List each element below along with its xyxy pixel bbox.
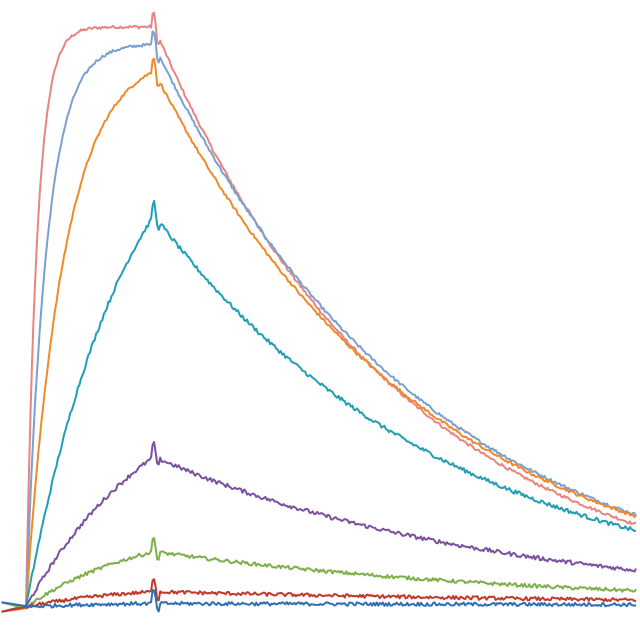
series-line-2 [1, 30, 637, 609]
series-line-4 [1, 200, 637, 609]
series-line-7 [1, 578, 637, 613]
series-line-1 [1, 11, 637, 613]
series-line-6 [1, 537, 637, 610]
series-line-8 [1, 589, 637, 613]
series-group [1, 11, 637, 613]
series-line-3 [1, 57, 637, 613]
series-line-5 [1, 441, 637, 613]
